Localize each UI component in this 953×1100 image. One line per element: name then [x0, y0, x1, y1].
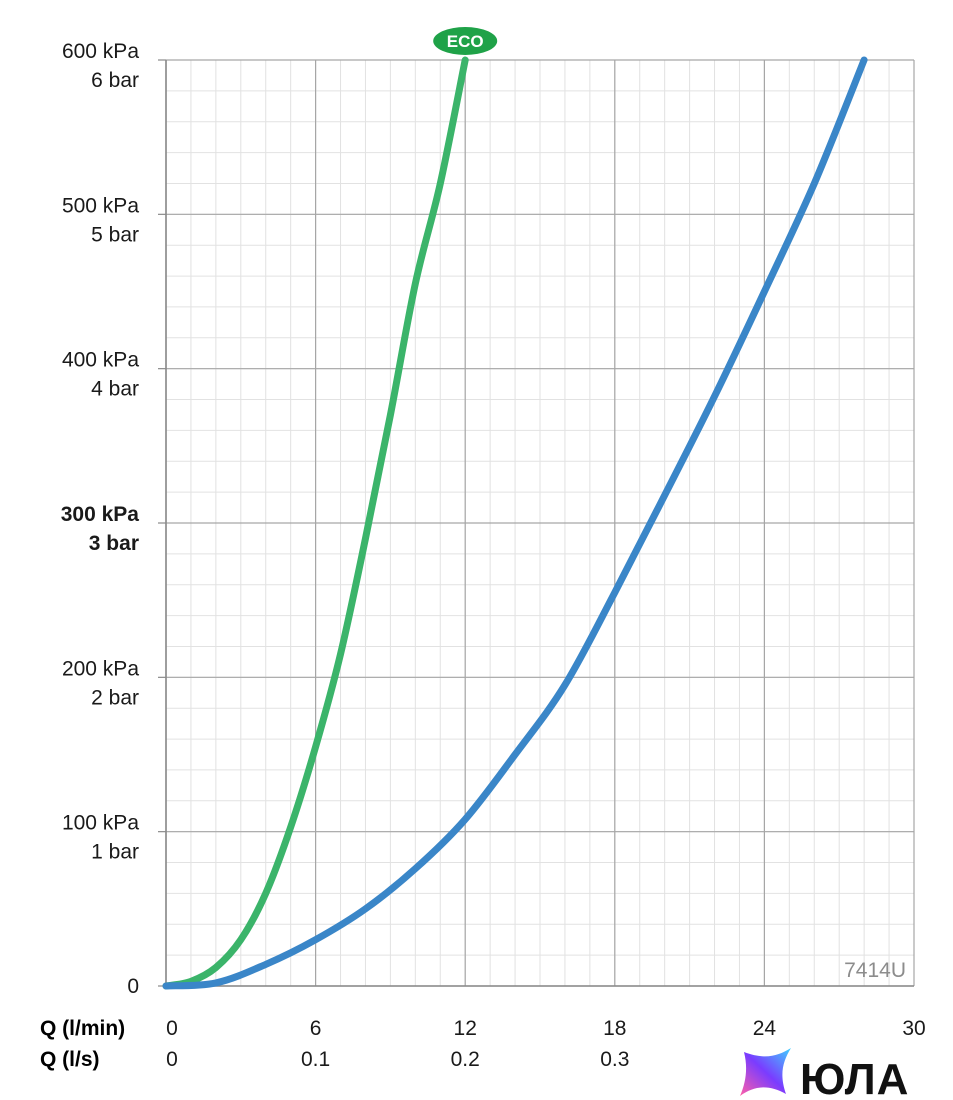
eco-badge-text: ECO — [447, 32, 484, 51]
y-tick-label-secondary: 3 bar — [89, 532, 139, 555]
y-axis-ticks: 0 100 kPa 1 bar 200 kPa 2 bar 300 kPa 3 bar 400… — [61, 40, 166, 998]
y-tick-label-secondary: 4 bar — [91, 378, 139, 401]
y-tick-label: 0 — [127, 975, 139, 998]
x-tick-label-secondary: 0.2 — [451, 1048, 480, 1071]
eco-badge: ECO — [433, 27, 497, 55]
y-tick-label-secondary: 2 bar — [91, 686, 139, 709]
y-tick-label-secondary: 6 bar — [91, 69, 139, 92]
x-tick-label: 12 — [454, 1017, 477, 1040]
logo-text: ЮЛА — [800, 1055, 909, 1100]
x-axis-title: Q (l/min) — [40, 1017, 125, 1040]
x-tick-label: 0 — [166, 1017, 178, 1040]
y-tick-label-secondary: 5 bar — [91, 223, 139, 246]
model-number-label: 7414U — [844, 959, 906, 982]
x-tick-label: 18 — [603, 1017, 626, 1040]
y-tick-label: 300 kPa — [61, 503, 140, 526]
x-tick-label-secondary: 0.1 — [301, 1048, 330, 1071]
logo: ЮЛА — [740, 1048, 909, 1100]
x-tick-label: 6 — [310, 1017, 322, 1040]
x-tick-label: 24 — [753, 1017, 777, 1040]
x-tick-label-secondary: 0.3 — [600, 1048, 629, 1071]
y-tick-label: 600 kPa — [62, 40, 139, 63]
star-icon — [740, 1048, 791, 1096]
x-tick-label-secondary: 0 — [166, 1048, 178, 1071]
x-axis-title-secondary: Q (l/s) — [40, 1048, 100, 1071]
x-tick-label: 30 — [902, 1017, 925, 1040]
y-tick-label: 500 kPa — [62, 194, 139, 217]
y-tick-label: 400 kPa — [62, 349, 139, 372]
y-tick-label: 200 kPa — [62, 657, 139, 680]
y-tick-label: 100 kPa — [62, 812, 139, 835]
y-tick-label-secondary: 1 bar — [91, 841, 139, 864]
